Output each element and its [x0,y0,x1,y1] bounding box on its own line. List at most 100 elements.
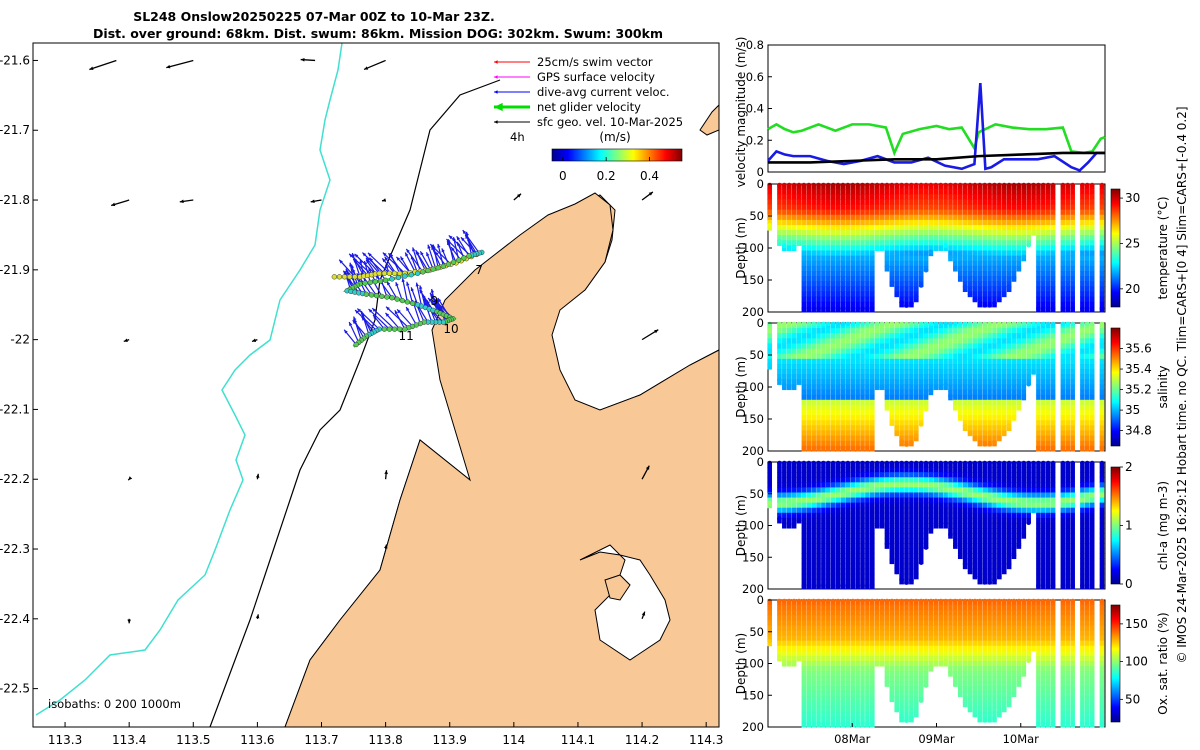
profile-cell [1065,250,1071,257]
profile-cell [938,363,944,370]
profile-cell [1089,214,1095,221]
profile-cell [1050,384,1056,391]
profile-cell [835,358,841,365]
profile-cell [850,276,856,282]
profile-cell [1089,389,1095,396]
profile-cell [840,374,846,380]
profile-cell [962,553,968,560]
profile-cell [777,204,782,211]
profile-cell [977,410,983,416]
profile-cell [1006,240,1012,246]
profile-cell [1041,333,1046,339]
profile-cell [1050,512,1056,519]
profile-cell [821,435,826,442]
profile-cell [1070,440,1075,447]
profile-cell [913,199,919,205]
profile-cell [884,374,890,380]
profile-cell [904,291,909,298]
map-xtick-label: 113.5 [176,733,210,747]
profile-cell [801,204,807,211]
profile-bottom-dot [948,255,953,260]
profile-bottom-dot [835,445,841,451]
profile-cell [909,502,914,509]
profile-cell [811,260,816,267]
profile-top-dot [967,182,973,188]
profile-cell [850,286,856,293]
profile-bottom-dot [777,238,782,244]
profile-cell [938,517,944,524]
profile-cell [967,487,973,493]
profile-cell [1080,497,1085,504]
profile-cell [1085,265,1090,272]
profile-cell [884,522,890,529]
profile-cell [889,363,895,370]
profile-cell [801,358,807,365]
profile-cell [1016,358,1022,365]
profile-cell [806,333,812,339]
profile-cell [816,338,821,344]
profile-cell [806,338,812,344]
profile-cell [997,384,1002,391]
profile-cell [982,353,987,360]
isobath-200 [209,79,501,727]
profile-cell [874,219,880,226]
profile-cell [962,415,968,421]
glider-track-dot [368,292,375,298]
profile-cell [904,543,909,549]
profile-cell [948,189,953,195]
profile-cell [1006,477,1012,483]
profile-cell [811,204,816,211]
current-vector [349,262,356,287]
profile-cell [786,497,792,504]
profile-cell [806,379,812,385]
profile-cell [786,512,792,519]
glider-track-dot [466,253,472,259]
profile-cell [1006,399,1012,406]
profile-bottom-dot [913,433,919,439]
profile-cell [913,543,919,549]
profile-cell [850,394,856,401]
profile-cell [889,477,895,483]
profile-top-dot [987,182,992,188]
profile-cell [860,384,865,391]
profile-cell [977,363,983,370]
profile-bottom-dot [1001,430,1007,436]
profile-cell [1036,502,1041,509]
profile-cell [1089,291,1095,298]
profile-cell [840,363,846,370]
profile-cell [962,328,968,334]
profile-cell [894,517,900,524]
profile-bottom-dot [767,223,772,228]
profile-cell [1001,497,1007,504]
profile-cell [992,389,997,396]
profile-cell [1045,472,1051,478]
profile-cell [860,194,865,200]
profile-cell [1041,410,1046,416]
profile-cell [850,301,856,308]
profile-cell [1026,209,1031,216]
profile-cell [830,363,836,370]
profile-cell [889,333,895,339]
profile-cell [821,533,826,539]
profile-cell [1070,333,1075,339]
profile-cell [1036,548,1041,554]
profile-cell [1045,522,1051,529]
profile-colorbar-label: 34.8 [1125,424,1152,438]
profile-top-dot [1006,321,1012,327]
current-vector-head [415,282,419,287]
sfc-geo-vector [641,191,654,201]
profile-cell [982,522,987,529]
current-vector-head [349,322,353,327]
profile-top-dot [826,321,831,327]
profile-cell [1089,260,1095,267]
profile-cell [904,553,909,560]
profile-cell [840,204,846,211]
profile-cell [957,512,963,519]
profile-cell [962,338,968,344]
current-vector-head [460,237,465,242]
profile-cell [1016,528,1022,534]
profile-cell [1036,224,1041,231]
profile-cell [865,219,870,226]
profile-cell [1070,291,1075,298]
profile-cell [835,512,841,519]
